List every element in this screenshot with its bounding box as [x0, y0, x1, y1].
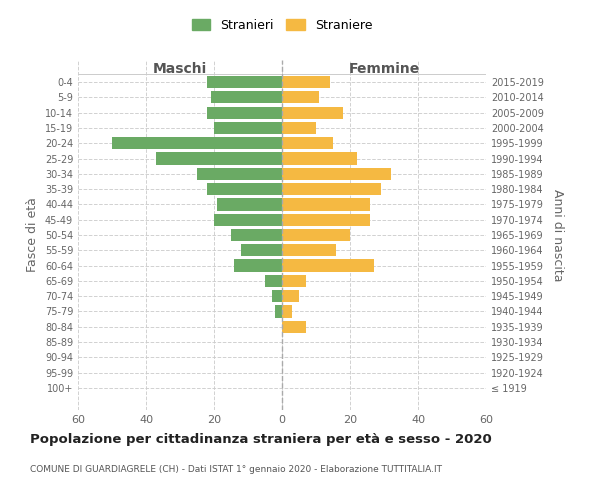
Bar — [282, 214, 370, 226]
Y-axis label: Anni di nascita: Anni di nascita — [551, 188, 563, 281]
Bar — [156, 152, 282, 164]
Bar — [282, 137, 333, 149]
Bar — [217, 198, 282, 210]
Text: COMUNE DI GUARDIAGRELE (CH) - Dati ISTAT 1° gennaio 2020 - Elaborazione TUTTITAL: COMUNE DI GUARDIAGRELE (CH) - Dati ISTAT… — [30, 466, 442, 474]
Bar — [112, 137, 282, 149]
Bar — [282, 76, 329, 88]
Bar — [207, 106, 282, 118]
Text: Maschi: Maschi — [153, 62, 207, 76]
Bar — [282, 320, 306, 333]
Bar — [282, 229, 350, 241]
Bar — [282, 290, 299, 302]
Bar — [282, 106, 343, 118]
Bar — [231, 229, 282, 241]
Bar — [197, 168, 282, 180]
Bar — [207, 76, 282, 88]
Bar — [282, 198, 370, 210]
Bar — [211, 91, 282, 104]
Y-axis label: Fasce di età: Fasce di età — [26, 198, 39, 272]
Bar — [282, 244, 337, 256]
Text: Femmine: Femmine — [349, 62, 419, 76]
Bar — [282, 91, 319, 104]
Bar — [275, 306, 282, 318]
Legend: Stranieri, Straniere: Stranieri, Straniere — [187, 14, 377, 37]
Bar — [235, 260, 282, 272]
Bar — [214, 214, 282, 226]
Bar — [214, 122, 282, 134]
Bar — [207, 183, 282, 195]
Text: Popolazione per cittadinanza straniera per età e sesso - 2020: Popolazione per cittadinanza straniera p… — [30, 432, 492, 446]
Bar — [282, 122, 316, 134]
Bar — [282, 168, 391, 180]
Bar — [282, 260, 374, 272]
Bar — [241, 244, 282, 256]
Bar — [282, 152, 357, 164]
Bar — [265, 275, 282, 287]
Bar — [272, 290, 282, 302]
Bar — [282, 306, 292, 318]
Bar — [282, 275, 306, 287]
Bar — [282, 183, 380, 195]
